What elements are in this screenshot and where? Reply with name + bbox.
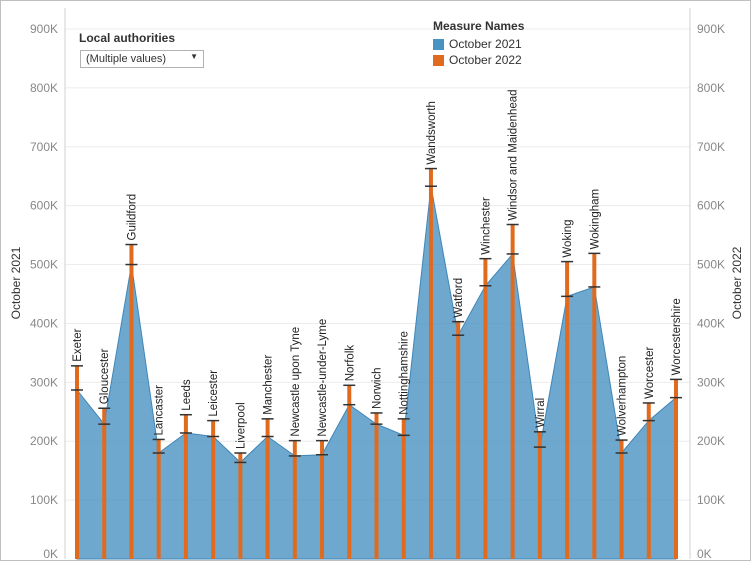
dropdown-arrow-icon: ▼ (190, 52, 198, 61)
y-tick-label-right: 800K (697, 81, 725, 95)
y-tick-label-right: 0K (697, 547, 712, 561)
y-tick-label-right: 500K (697, 258, 725, 272)
category-label: Wirral (535, 398, 547, 428)
dropdown-value: (Multiple values) (86, 53, 167, 65)
category-label: Leicester (208, 370, 220, 417)
tick-marks-layer (71, 167, 682, 464)
axis-layer: 0K 0K 100K 100K 200K 200K 300K 300K 400K 400K 500K… (9, 8, 744, 561)
category-label: Norfolk (344, 345, 356, 382)
y-tick-label-left: 0K (43, 547, 58, 561)
y-tick-label-left: 500K (30, 258, 58, 272)
legend-label: October 2022 (449, 53, 522, 67)
legend-swatch (433, 39, 444, 50)
y-tick-label-left: 900K (30, 22, 58, 36)
bars-layer (75, 168, 678, 559)
area-layer (76, 186, 677, 560)
category-label: Leeds (181, 379, 193, 411)
category-label: Lancaster (154, 385, 166, 436)
y-tick-label-right: 600K (697, 199, 725, 213)
category-label: Watford (453, 278, 465, 318)
category-label: Gloucester (99, 348, 111, 404)
y-tick-label-left: 300K (30, 375, 58, 389)
category-label: Woking (562, 219, 574, 257)
category-labels-layer: Exeter Gloucester Guildford Lancaster Leeds L… (72, 89, 683, 449)
y-tick-label-right: 300K (697, 375, 725, 389)
category-label: Worcester (644, 347, 656, 399)
category-label: Worcestershire (671, 298, 683, 375)
y-tick-label-left: 600K (30, 199, 58, 213)
category-label: Wokingham (589, 189, 601, 250)
category-label: Norwich (372, 367, 384, 409)
y-axis-title-right: October 2022 (730, 246, 744, 319)
y-tick-label-right: 100K (697, 493, 725, 507)
y-tick-label-right: 200K (697, 434, 725, 448)
y-tick-label-left: 700K (30, 140, 58, 154)
y-tick-label-left: 200K (30, 434, 58, 448)
local-authorities-dropdown[interactable]: (Multiple values) ▼ (80, 50, 204, 68)
category-label: Nottinghamshire (399, 331, 411, 415)
y-tick-label-right: 400K (697, 316, 725, 330)
legend-label: October 2021 (449, 37, 522, 51)
category-label: Manchester (263, 355, 275, 415)
category-label: Windsor and Maidenhead (508, 89, 520, 220)
legend-swatch (433, 55, 444, 66)
legend-title: Measure Names (433, 19, 525, 33)
category-label: Newcastle-under-Lyme (317, 319, 329, 437)
y-tick-label-left: 100K (30, 493, 58, 507)
y-tick-label-right: 900K (697, 22, 725, 36)
y-tick-label-right: 700K (697, 140, 725, 154)
y-tick-label-left: 400K (30, 316, 58, 330)
category-label: Winchester (480, 197, 492, 255)
category-label: Newcastle upon Tyne (290, 327, 302, 437)
category-label: Liverpool (235, 402, 247, 449)
category-label: Wolverhampton (617, 356, 629, 436)
y-axis-title-left: October 2021 (9, 246, 23, 319)
filter-title: Local authorities (79, 31, 176, 45)
area-october-2021 (76, 186, 677, 560)
category-label: Wandsworth (426, 101, 438, 165)
y-tick-label-left: 800K (30, 81, 58, 95)
category-label: Guildford (127, 194, 139, 241)
category-label: Exeter (72, 328, 84, 361)
